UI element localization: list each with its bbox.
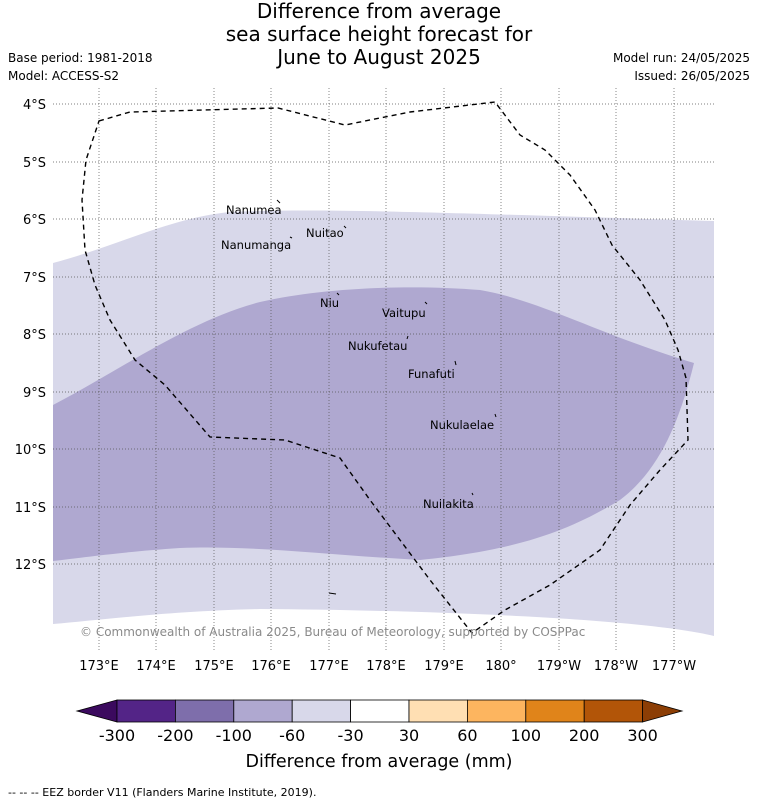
lat-label-12s: 12°S <box>15 558 46 573</box>
colorbar <box>75 699 684 723</box>
colorbar-label-10: 300 <box>627 726 658 745</box>
eez-border <box>81 101 689 634</box>
colorbar-label-9: 200 <box>569 726 600 745</box>
colorbar-bin-4 <box>291 699 352 723</box>
island-marks <box>276 199 497 595</box>
title-line-1: Difference from average <box>256 0 502 23</box>
lat-label-7s: 7°S <box>23 271 46 286</box>
lat-label-9s: 9°S <box>23 386 46 401</box>
model-name: Model: ACCESS-S2 <box>8 69 120 83</box>
title-line-2: sea surface height forecast for <box>225 22 533 46</box>
grid-lines <box>53 88 714 650</box>
lon-label-176e: 176°E <box>251 659 291 674</box>
colorbar-title: Difference from average (mm) <box>245 752 512 772</box>
colorbar-bin-9 <box>583 699 644 723</box>
lon-label-173e: 173°E <box>79 659 119 674</box>
meta-right: Model run: 24/05/2025 Issued: 26/05/2025 <box>613 49 750 85</box>
map-title: Difference from average sea surface heig… <box>0 0 758 69</box>
island-label-nanumanga: Nanumanga <box>221 238 291 252</box>
model-run: Model run: 24/05/2025 <box>612 51 750 65</box>
lon-label-178w: 178°W <box>594 659 638 674</box>
footnote: -- -- -- EEZ border V11 (Flanders Marine… <box>8 786 317 799</box>
colorbar-bin-7 <box>466 699 527 723</box>
lon-label-177w: 177°W <box>652 659 696 674</box>
issued-date: Issued: 26/05/2025 <box>634 69 750 83</box>
anomaly-band-minus100 <box>53 287 694 561</box>
colorbar-bin-2 <box>174 699 235 723</box>
lon-label-179w: 179°W <box>537 659 581 674</box>
lat-label-10s: 10°S <box>15 443 46 458</box>
island-label-niu: Niu <box>320 296 339 310</box>
island-label-funafuti: Funafuti <box>408 367 455 381</box>
lat-label-11s: 11°S <box>15 501 46 516</box>
lat-label-6s: 6°S <box>23 213 46 228</box>
lat-label-8s: 8°S <box>23 328 46 343</box>
colorbar-label-8: 100 <box>511 726 542 745</box>
lon-label-175e: 175°E <box>194 659 234 674</box>
colorbar-bin-3 <box>233 699 293 723</box>
colorbar-label-1: -300 <box>99 726 135 745</box>
island-label-nukufetau: Nukufetau <box>348 339 407 353</box>
island-label-nuilakita: Nuilakita <box>423 497 474 511</box>
meta-left: Base period: 1981-2018 Model: ACCESS-S2 <box>8 49 153 85</box>
colorbar-bin-1 <box>116 699 176 723</box>
lon-label-179e: 179°E <box>424 659 464 674</box>
island-label-nanumea: Nanumea <box>226 203 282 217</box>
lat-label-5s: 5°S <box>23 156 46 171</box>
copyright-text: © Commonwealth of Australia 2025, Bureau… <box>80 625 585 639</box>
base-period: Base period: 1981-2018 <box>8 51 153 65</box>
lon-label-178e: 178°E <box>366 659 406 674</box>
colorbar-label-5: -30 <box>338 726 364 745</box>
colorbar-bin-8 <box>525 699 585 723</box>
island-label-nukulaelae: Nukulaelae <box>430 418 494 432</box>
lat-label-4s: 4°S <box>23 98 46 113</box>
colorbar-extend-high <box>642 699 684 723</box>
colorbar-label-4: -60 <box>279 726 305 745</box>
colorbar-label-3: -100 <box>216 726 252 745</box>
island-label-vaitupu: Vaitupu <box>382 306 426 320</box>
colorbar-bin-6 <box>408 699 468 723</box>
title-line-3: June to August 2025 <box>277 45 481 69</box>
lon-label-180: 180° <box>485 659 516 674</box>
colorbar-bin-5 <box>350 699 410 723</box>
colorbar-extend-low <box>75 699 118 723</box>
lon-label-174e: 174°E <box>136 659 176 674</box>
colorbar-label-7: 60 <box>457 726 477 745</box>
island-label-nuitao: Nuitao <box>306 226 344 240</box>
lon-label-177e: 177°E <box>309 659 349 674</box>
colorbar-label-6: 30 <box>399 726 419 745</box>
colorbar-label-2: -200 <box>157 726 193 745</box>
